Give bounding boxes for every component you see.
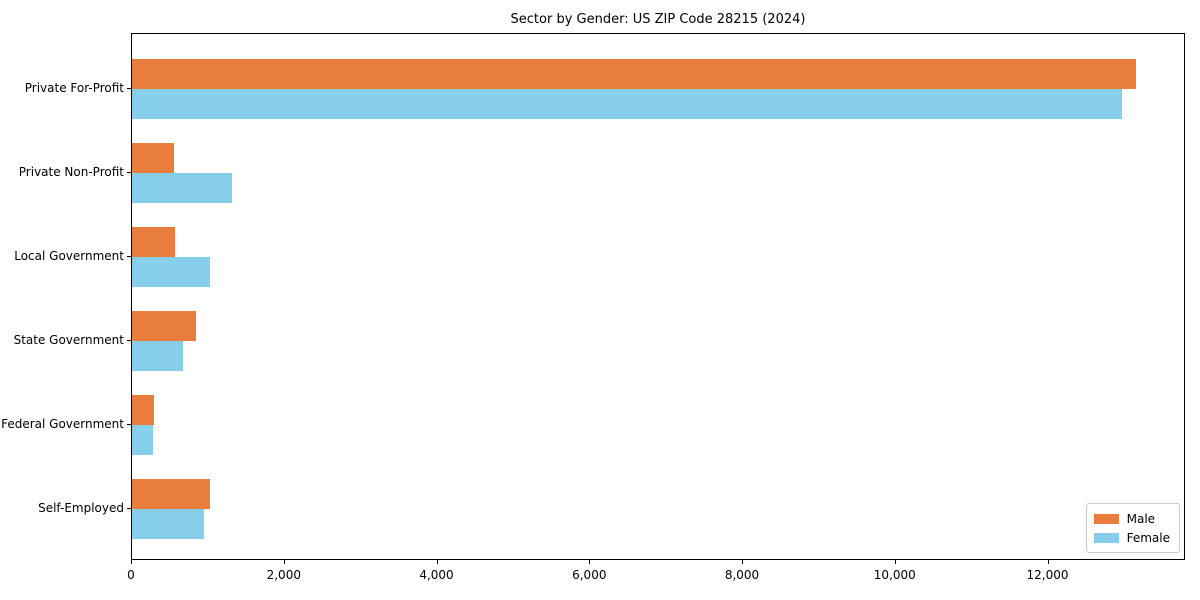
legend-label-male: Male (1126, 511, 1156, 526)
bar-female-3 (132, 257, 210, 287)
bar-female-6 (132, 509, 204, 539)
legend-swatch-female (1093, 532, 1119, 543)
y-tick (127, 172, 131, 173)
x-tick (131, 560, 132, 564)
legend-label-female: Female (1126, 530, 1170, 545)
bar-male-6 (132, 479, 210, 509)
y-tick (127, 508, 131, 509)
plot-area: Male Female (131, 33, 1185, 560)
x-tick-label: 6,000 (572, 568, 607, 582)
x-tick-label: 12,000 (1026, 568, 1069, 582)
x-tick-label: 4,000 (419, 568, 454, 582)
x-tick-label: 10,000 (873, 568, 916, 582)
y-axis-label: State Government (13, 333, 124, 347)
bar-male-5 (132, 395, 155, 425)
legend-item-female: Female (1093, 528, 1170, 547)
x-tick-label: 0 (127, 568, 135, 582)
bar-female-2 (132, 173, 233, 203)
y-axis-label: Private For-Profit (24, 81, 124, 95)
y-axis-label: Federal Government (1, 417, 124, 431)
x-tick (742, 560, 743, 564)
legend: Male Female (1085, 503, 1180, 553)
x-tick (283, 560, 285, 564)
bar-male-1 (132, 59, 1136, 89)
bar-female-5 (132, 425, 153, 455)
legend-swatch-male (1093, 513, 1119, 524)
x-tick (589, 560, 591, 564)
bar-male-4 (132, 311, 197, 341)
x-tick-label: 8,000 (724, 568, 760, 582)
x-tick (436, 560, 438, 564)
bar-female-1 (132, 89, 1122, 119)
y-axis-label: Local Government (14, 249, 124, 263)
bar-male-3 (132, 227, 175, 257)
x-tick (1047, 560, 1049, 564)
y-tick (127, 256, 131, 257)
y-tick (127, 424, 131, 425)
y-axis-label: Self-Employed (38, 501, 124, 515)
y-tick (127, 340, 131, 341)
bar-male-2 (132, 143, 174, 173)
x-tick (894, 560, 896, 564)
bar-female-4 (132, 341, 184, 371)
legend-item-male: Male (1093, 509, 1170, 528)
y-tick (127, 88, 131, 89)
chart-title: Sector by Gender: US ZIP Code 28215 (202… (510, 12, 806, 27)
x-tick-label: 2,000 (266, 568, 301, 582)
y-axis-label: Private Non-Profit (18, 165, 124, 179)
